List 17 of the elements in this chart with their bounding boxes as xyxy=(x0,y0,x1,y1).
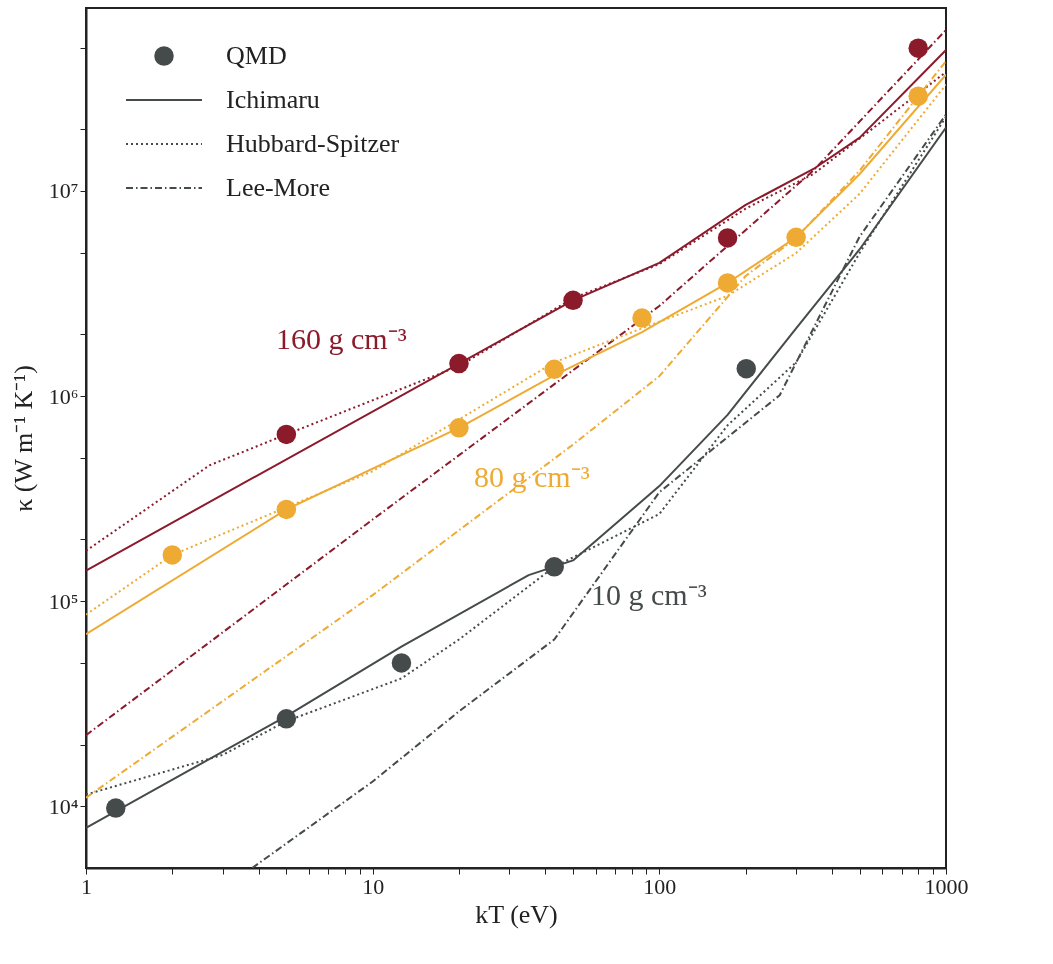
x-tick-label: 1 xyxy=(81,873,92,899)
legend-label: Lee-More xyxy=(226,173,330,202)
annotation: 160 g cm⁻³ xyxy=(276,322,407,355)
legend-label: Ichimaru xyxy=(226,85,320,114)
y-axis-title: κ (W m⁻¹ K⁻¹) xyxy=(8,365,38,512)
y-tick-label: 10⁵ xyxy=(48,588,79,614)
y-tick-label: 10⁶ xyxy=(48,383,79,409)
x-tick-label: 100 xyxy=(643,873,677,899)
y-tick-label: 10⁴ xyxy=(48,793,79,819)
legend-label: Hubbard-Spitzer xyxy=(226,129,400,158)
annotation: 10 g cm⁻³ xyxy=(591,578,707,611)
legend-label: QMD xyxy=(226,41,287,70)
x-axis-title: kT (eV) xyxy=(475,899,558,929)
x-tick-label: 10 xyxy=(362,873,385,899)
x-tick-label: 1000 xyxy=(924,873,969,899)
annotation: 80 g cm⁻³ xyxy=(474,460,590,493)
y-tick-label: 10⁷ xyxy=(48,178,79,204)
